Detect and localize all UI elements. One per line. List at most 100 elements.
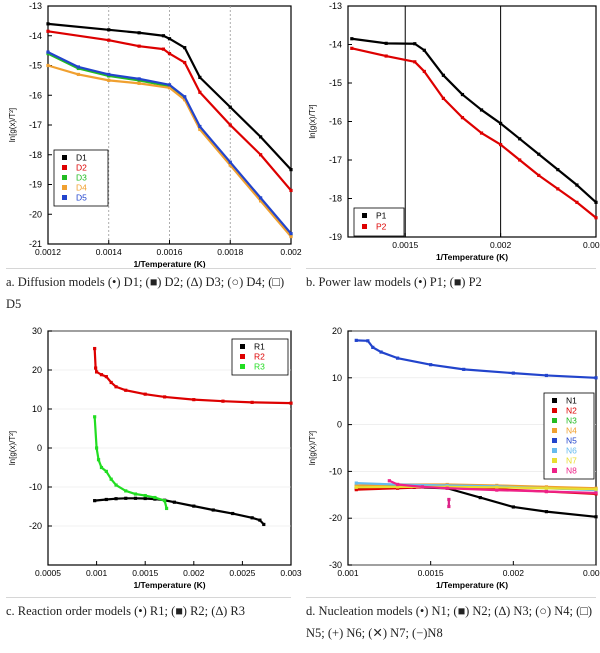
data-point-d-n7-0 bbox=[354, 485, 358, 489]
legend-marker-b-p2 bbox=[362, 224, 367, 229]
legend-label-b-p1: P1 bbox=[376, 211, 387, 221]
data-point-a-d2-4 bbox=[167, 52, 172, 56]
legend-marker-d-n5 bbox=[552, 438, 557, 443]
y-tick-label-d-4: 10 bbox=[332, 373, 342, 383]
data-point-d-n5-3 bbox=[379, 350, 383, 354]
x-axis-label-d: 1/Temperature (K) bbox=[436, 580, 508, 590]
series-c-r2 bbox=[93, 346, 293, 405]
legend-label-c-r2: R2 bbox=[254, 352, 265, 362]
data-point-c-r1-14 bbox=[262, 522, 266, 527]
series-d-n5 bbox=[354, 338, 598, 380]
legend-marker-c-r2 bbox=[240, 354, 245, 359]
legend-marker-a-d1 bbox=[62, 155, 67, 160]
data-point-a-d5-3 bbox=[137, 77, 141, 81]
x-axis-label-b: 1/Temperature (K) bbox=[436, 252, 508, 262]
data-point-c-r1-9 bbox=[192, 504, 196, 508]
legend-label-a-d4: D4 bbox=[76, 183, 87, 193]
data-point-b-p2-9 bbox=[537, 173, 541, 177]
data-point-b-p2-3 bbox=[422, 69, 426, 74]
data-point-c-r3-5 bbox=[109, 477, 113, 481]
x-tick-label-a-0: 0.0012 bbox=[35, 247, 61, 257]
data-point-d-n7-1 bbox=[396, 485, 400, 489]
x-axis-label-c: 1/Temperature (K) bbox=[133, 580, 205, 590]
x-tick-label-a-2: 0.0016 bbox=[157, 247, 183, 257]
data-point-d-n6-0 bbox=[354, 481, 358, 485]
data-point-c-r1-5 bbox=[143, 496, 147, 501]
data-point-a-d1-7 bbox=[228, 105, 232, 109]
data-point-c-r2-0 bbox=[93, 346, 97, 351]
y-tick-label-c-0: -20 bbox=[29, 521, 42, 531]
y-tick-label-a-6: -15 bbox=[29, 61, 42, 71]
y-tick-label-b-5: -14 bbox=[329, 40, 342, 50]
data-point-c-r1-13 bbox=[258, 518, 262, 522]
data-point-c-r2-7 bbox=[124, 388, 128, 392]
legend-marker-a-d3 bbox=[62, 175, 67, 180]
data-point-a-d2-3 bbox=[161, 47, 166, 51]
data-point-a-d1-1 bbox=[107, 28, 111, 32]
data-point-a-d5-2 bbox=[107, 72, 111, 77]
series-line-d-n5 bbox=[356, 339, 597, 379]
data-point-d-n5-5 bbox=[429, 363, 433, 367]
data-point-b-p2-0 bbox=[350, 46, 354, 50]
y-tick-label-c-3: 10 bbox=[32, 404, 42, 414]
y-tick-label-a-0: -21 bbox=[29, 239, 42, 249]
data-point-d-n5-7 bbox=[511, 371, 515, 375]
y-tick-label-a-2: -19 bbox=[29, 180, 42, 190]
data-point-d-n1-7 bbox=[594, 515, 598, 519]
y-tick-label-b-2: -17 bbox=[329, 155, 342, 165]
legend-box-b bbox=[353, 207, 405, 237]
caption-separator-c bbox=[6, 597, 291, 598]
legend-label-a-d3: D3 bbox=[76, 173, 87, 183]
data-point-a-d1-8 bbox=[259, 135, 263, 139]
caption-power-law-models: b. Power law models (•) P1; (■) P2 bbox=[306, 275, 482, 289]
data-point-c-r2-3 bbox=[99, 373, 104, 377]
data-point-b-p1-2 bbox=[413, 42, 417, 46]
y-tick-label-d-0: -30 bbox=[329, 560, 342, 570]
legend-label-d-n2: N2 bbox=[566, 406, 577, 416]
x-tick-label-a-4: 0.002 bbox=[280, 247, 302, 257]
data-point-c-r2-1 bbox=[94, 366, 98, 370]
series-line-a-d5 bbox=[47, 51, 292, 235]
plot-frame-b bbox=[347, 5, 597, 238]
data-point-d-n5-1 bbox=[366, 339, 370, 343]
data-point-c-r3-11 bbox=[163, 499, 167, 503]
legend-marker-d-n1 bbox=[552, 398, 557, 403]
data-point-b-p1-9 bbox=[537, 152, 541, 156]
data-point-a-d1-5 bbox=[183, 46, 187, 50]
data-point-c-r3-9 bbox=[143, 493, 147, 498]
data-point-a-d5-9 bbox=[289, 231, 293, 236]
data-point-b-p2-7 bbox=[499, 143, 503, 147]
data-point-d-n5-8 bbox=[544, 373, 548, 378]
data-point-b-p1-12 bbox=[594, 200, 598, 204]
data-point-a-d2-8 bbox=[259, 153, 263, 157]
data-point-a-d4-4 bbox=[167, 86, 172, 90]
data-point-a-d5-8 bbox=[259, 196, 263, 200]
data-point-d-extra-8-0 bbox=[447, 497, 451, 502]
legend-label-d-n3: N3 bbox=[566, 416, 577, 426]
data-point-c-r2-11 bbox=[221, 399, 225, 403]
data-point-a-d5-5 bbox=[183, 95, 187, 99]
y-tick-label-c-2: 0 bbox=[37, 443, 42, 453]
data-point-a-d5-1 bbox=[76, 65, 80, 69]
data-point-c-r3-7 bbox=[124, 489, 128, 493]
data-point-d-n8-4 bbox=[495, 488, 499, 492]
series-line-a-d2 bbox=[47, 30, 292, 192]
data-point-d-n7-5 bbox=[594, 487, 598, 491]
data-point-c-r1-12 bbox=[250, 516, 254, 520]
data-point-c-r1-11 bbox=[231, 511, 235, 516]
data-point-a-d1-9 bbox=[289, 168, 293, 172]
data-point-a-d4-8 bbox=[259, 199, 263, 203]
chart-panel-d: 0.001 0.0015 0.002 0.0025 -30 -20 -10 0 10 20 1/Te… bbox=[308, 326, 600, 590]
data-point-b-p1-3 bbox=[422, 48, 426, 52]
data-point-a-d2-2 bbox=[137, 44, 141, 48]
data-point-d-n8-3 bbox=[445, 486, 449, 490]
data-point-b-p2-12 bbox=[594, 216, 598, 220]
data-point-b-p2-4 bbox=[441, 96, 445, 100]
data-point-b-p1-7 bbox=[499, 121, 503, 126]
data-point-d-n7-4 bbox=[544, 486, 548, 490]
data-point-c-r2-4 bbox=[104, 375, 108, 379]
data-point-d-n5-6 bbox=[462, 367, 466, 371]
series-d-n8 bbox=[387, 479, 598, 495]
data-point-b-p1-10 bbox=[556, 168, 560, 172]
